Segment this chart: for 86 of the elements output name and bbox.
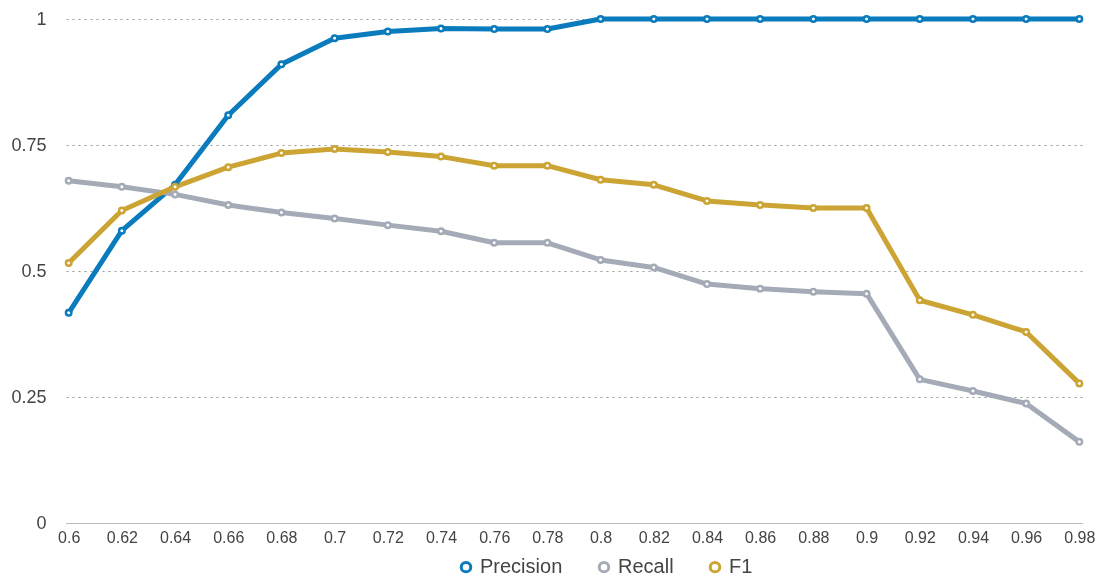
x-tick-label: 0.92 — [904, 528, 936, 546]
point — [330, 34, 339, 43]
point — [809, 15, 818, 23]
point — [968, 15, 977, 23]
y-tick-label: 0 — [36, 512, 47, 533]
point — [224, 111, 233, 120]
point — [437, 152, 445, 161]
point — [437, 24, 445, 33]
point — [277, 149, 286, 158]
point — [596, 175, 605, 184]
x-tick-label: 0.98 — [1064, 528, 1096, 546]
point — [277, 60, 286, 69]
x-tick-label: 0.66 — [213, 528, 245, 546]
x-tick-label: 0.7 — [324, 528, 347, 546]
point — [490, 25, 499, 34]
point — [277, 208, 286, 217]
point — [756, 200, 765, 209]
point — [543, 238, 552, 247]
point — [224, 200, 233, 209]
point — [383, 148, 392, 157]
point — [862, 204, 871, 212]
point — [1075, 437, 1084, 446]
point — [756, 15, 765, 23]
point — [596, 255, 605, 264]
point — [703, 15, 711, 23]
point — [862, 15, 871, 23]
point — [117, 206, 126, 215]
point — [596, 15, 605, 23]
point — [756, 284, 765, 293]
point — [117, 226, 126, 235]
x-tick-label: 0.76 — [479, 528, 511, 546]
point — [171, 190, 180, 199]
point — [1022, 399, 1031, 408]
point — [490, 161, 499, 170]
legend-label: Recall — [618, 555, 674, 578]
x-tick-label: 0.74 — [425, 528, 458, 546]
point — [1022, 15, 1031, 23]
point — [703, 280, 711, 289]
point — [1022, 328, 1031, 336]
point — [649, 263, 658, 272]
point — [224, 163, 233, 172]
x-tick-label: 0.82 — [638, 528, 670, 546]
point — [968, 386, 977, 395]
x-tick-label: 0.68 — [266, 528, 298, 546]
point — [437, 227, 445, 236]
point — [809, 204, 818, 212]
point — [649, 15, 658, 23]
x-tick-label: 0.9 — [855, 528, 879, 546]
point — [543, 25, 552, 34]
y-tick-label: 0.75 — [11, 134, 47, 155]
x-tick-label: 0.88 — [798, 528, 830, 546]
point — [1075, 15, 1084, 23]
x-tick-label: 0.78 — [532, 528, 564, 546]
x-tick-label: 0.86 — [745, 528, 777, 546]
point — [330, 145, 339, 154]
x-tick-label: 0.8 — [589, 528, 613, 546]
point — [64, 176, 73, 185]
x-tick-label: 0.84 — [691, 528, 724, 546]
x-tick-label: 0.62 — [106, 528, 139, 546]
point — [383, 221, 392, 230]
legend-label: F1 — [729, 555, 753, 578]
point — [330, 214, 339, 223]
point — [64, 308, 73, 317]
point — [862, 289, 871, 298]
x-tick-label: 0.6 — [58, 528, 81, 546]
point — [703, 196, 711, 205]
point — [809, 287, 818, 296]
y-tick-label: 1 — [36, 8, 47, 29]
point — [490, 238, 499, 247]
point — [1075, 379, 1084, 388]
point — [543, 161, 552, 170]
x-tick-label: 0.64 — [159, 528, 192, 546]
y-tick-label: 0.25 — [11, 386, 47, 407]
point — [383, 27, 392, 36]
point — [915, 375, 924, 384]
y-tick-label: 0.5 — [21, 260, 47, 281]
x-tick-label: 0.72 — [372, 528, 404, 546]
point — [117, 182, 126, 191]
legend-label: Precision — [480, 555, 563, 578]
x-tick-label: 0.96 — [1011, 528, 1043, 546]
point — [915, 296, 924, 305]
point — [649, 180, 658, 189]
x-tick-label: 0.94 — [957, 528, 990, 546]
point — [64, 258, 73, 267]
point — [968, 310, 977, 319]
point — [915, 15, 924, 23]
